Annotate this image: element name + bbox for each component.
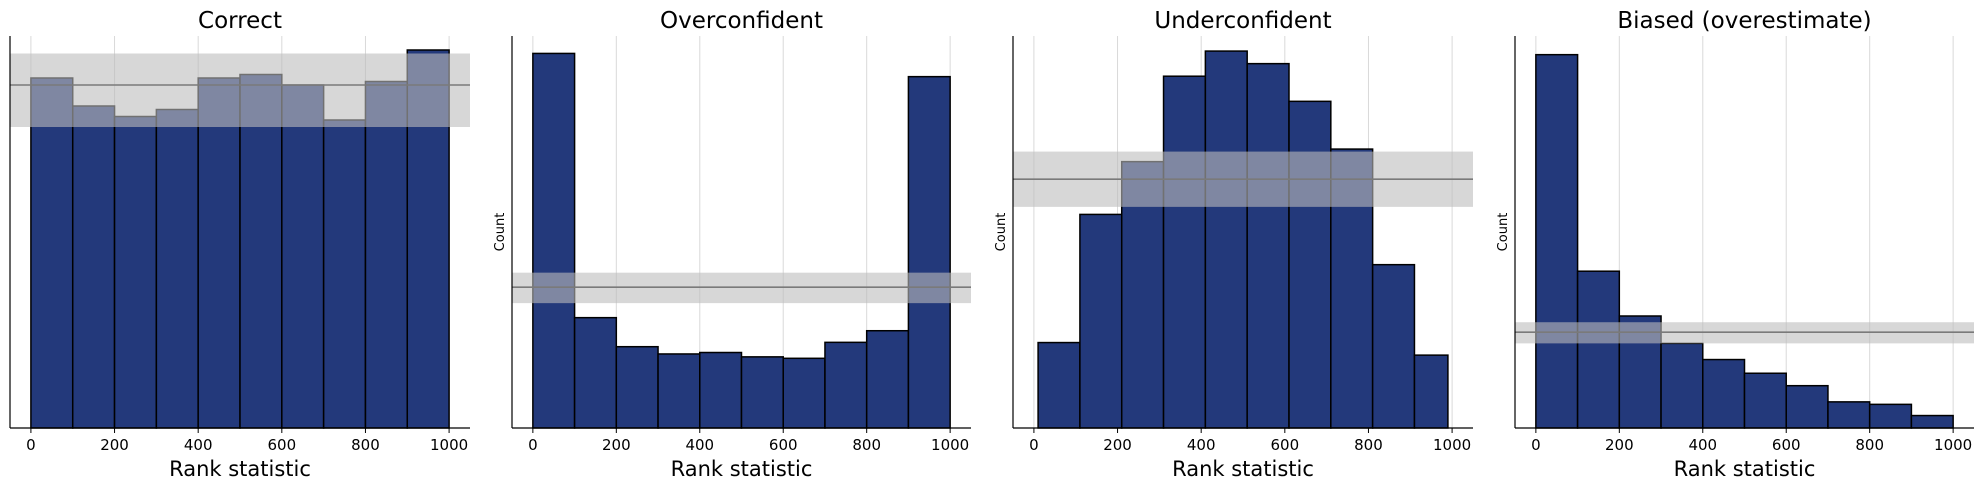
histogram-bar-2	[71, 105, 116, 429]
x-axis-label: Rank statistic	[1172, 457, 1314, 481]
x-tick-label-2: 400	[1688, 436, 1717, 454]
histogram-bar-1	[1037, 341, 1081, 429]
x-tick-label-5: 1000	[1934, 436, 1972, 454]
x-tick-label-4: 800	[351, 436, 380, 454]
histogram-bar-2	[573, 316, 618, 429]
x-tick-label-1: 200	[100, 436, 129, 454]
x-tick-label-2: 400	[184, 436, 213, 454]
histogram-bar-5	[1702, 358, 1746, 429]
histogram-bar-5	[699, 351, 743, 429]
histogram-bar-5	[1204, 50, 1248, 429]
x-tick-label-2: 400	[685, 436, 714, 454]
x-tick-label-3: 600	[267, 436, 296, 454]
histogram-bar-3	[615, 345, 659, 429]
histogram-bar-6	[1743, 372, 1787, 429]
histogram-bar-7	[281, 84, 325, 429]
x-tick-label-0: 0	[26, 436, 36, 454]
histogram-bar-1	[1535, 53, 1579, 429]
histogram-bar-9	[865, 329, 910, 429]
chart-title: Overconfident	[660, 8, 823, 34]
histogram-bar-10	[1413, 354, 1449, 429]
histogram-bar-4	[1162, 75, 1207, 429]
x-tick-label-4: 800	[1855, 436, 1884, 454]
x-tick-label-1: 200	[1605, 436, 1634, 454]
x-axis-label: Rank statistic	[169, 457, 311, 481]
histogram-bar-6	[239, 73, 283, 429]
x-tick-label-0: 0	[528, 436, 538, 454]
x-tick-label-0: 0	[1029, 436, 1039, 454]
histogram-bar-9	[364, 80, 409, 429]
y-axis-label: Count	[493, 213, 508, 252]
histogram-bar-9	[1868, 403, 1913, 429]
x-tick-label-3: 600	[1270, 436, 1299, 454]
histogram-bar-7	[1288, 100, 1332, 429]
histogram-bar-6	[740, 356, 784, 429]
histogram-bar-4	[657, 353, 701, 429]
histogram-bar-8	[322, 119, 367, 429]
x-tick-label-1: 200	[1103, 436, 1132, 454]
histogram-bar-2	[1079, 213, 1123, 429]
chart-title: Correct	[198, 8, 282, 34]
histogram-bar-2	[1576, 270, 1621, 429]
x-tick-label-5: 1000	[430, 436, 468, 454]
x-tick-label-4: 800	[1354, 436, 1383, 454]
x-tick-label-5: 1000	[1433, 436, 1471, 454]
histogram-bar-3	[113, 115, 158, 429]
histogram-bar-1	[30, 77, 74, 429]
histogram-bar-8	[824, 341, 868, 429]
histogram-bar-10	[907, 75, 951, 429]
x-tick-label-4: 800	[852, 436, 881, 454]
x-tick-label-3: 600	[769, 436, 798, 454]
chart-title: Underconfident	[1154, 8, 1331, 34]
histogram-bar-4	[1660, 342, 1704, 429]
histogram-bar-7	[782, 357, 826, 429]
histogram-bar-10	[1910, 414, 1954, 429]
chart-panel-4: 0 200 400 600 800 1000 Biased (overestimate) Ra…	[1496, 8, 1974, 481]
x-tick-label-2: 400	[1187, 436, 1216, 454]
histogram-bar-7	[1785, 384, 1829, 429]
x-tick-label-5: 1000	[931, 436, 969, 454]
chart-panel-2: 0 200 400 600 800 1000 Overconfident Rank stati…	[493, 8, 971, 481]
histogram-bar-4	[155, 108, 199, 429]
histogram-bar-5	[197, 77, 241, 429]
x-tick-label-3: 600	[1772, 436, 1801, 454]
chart-panel-1: 0 200 400 600 800 1000 Correct Rank statistic	[9, 8, 470, 481]
chart-title: Biased (overestimate)	[1617, 8, 1871, 34]
histogram-bar-6	[1246, 62, 1290, 429]
x-tick-label-1: 200	[602, 436, 631, 454]
y-axis-label: Count	[994, 213, 1009, 252]
y-axis-label: Count	[1496, 213, 1511, 252]
x-axis-label: Rank statistic	[1674, 457, 1816, 481]
uniform-confidence-band	[10, 53, 470, 127]
histogram-bar-8	[1827, 401, 1871, 429]
x-tick-label-0: 0	[1531, 436, 1541, 454]
chart-panel-3: 0 200 400 600 800 1000 Underconfident Rank stat…	[994, 8, 1473, 481]
histogram-bar-9	[1371, 263, 1416, 429]
histogram-bar-1	[532, 52, 576, 429]
x-axis-label: Rank statistic	[671, 457, 813, 481]
